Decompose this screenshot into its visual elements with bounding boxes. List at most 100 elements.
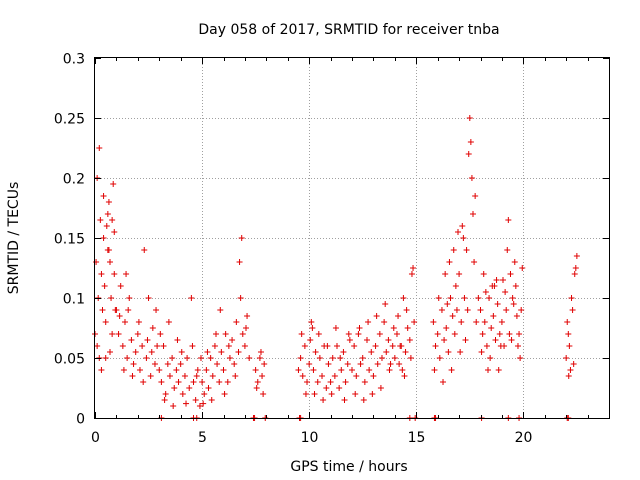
data-point bbox=[468, 175, 475, 181]
data-point bbox=[519, 265, 526, 271]
data-point bbox=[173, 367, 180, 373]
data-point bbox=[373, 313, 380, 319]
data-point bbox=[220, 367, 227, 373]
data-point bbox=[125, 307, 132, 313]
data-point bbox=[189, 343, 196, 349]
data-point bbox=[395, 313, 402, 319]
data-point bbox=[174, 337, 181, 343]
data-point bbox=[510, 301, 517, 307]
data-point bbox=[175, 379, 182, 385]
data-point bbox=[186, 385, 193, 391]
data-point bbox=[193, 373, 200, 379]
data-point bbox=[404, 325, 411, 331]
data-point bbox=[178, 349, 185, 355]
data-point bbox=[105, 199, 112, 205]
data-point bbox=[445, 349, 452, 355]
y-tick-label: 0 bbox=[76, 412, 85, 428]
data-point bbox=[457, 349, 464, 355]
data-point bbox=[96, 145, 103, 151]
data-point bbox=[115, 331, 122, 337]
data-point bbox=[314, 379, 321, 385]
data-point bbox=[361, 379, 368, 385]
data-point bbox=[570, 361, 577, 367]
data-point bbox=[179, 391, 186, 397]
data-point bbox=[508, 337, 515, 343]
data-point bbox=[301, 343, 308, 349]
data-point bbox=[144, 337, 151, 343]
data-point bbox=[386, 367, 393, 373]
data-point bbox=[478, 349, 485, 355]
data-point bbox=[130, 361, 137, 367]
data-point bbox=[239, 331, 246, 337]
data-point bbox=[116, 313, 123, 319]
data-point bbox=[360, 397, 367, 403]
data-point bbox=[572, 265, 579, 271]
y-tick-label: 0.05 bbox=[54, 352, 85, 368]
data-point bbox=[342, 379, 349, 385]
data-point bbox=[208, 397, 215, 403]
data-point bbox=[136, 367, 143, 373]
data-point bbox=[461, 295, 468, 301]
data-point bbox=[462, 337, 469, 343]
data-point bbox=[470, 211, 477, 217]
data-point bbox=[231, 361, 238, 367]
data-point bbox=[139, 343, 146, 349]
data-point bbox=[566, 343, 573, 349]
data-point bbox=[113, 307, 120, 313]
data-point bbox=[236, 259, 243, 265]
data-point bbox=[518, 307, 525, 313]
data-point bbox=[204, 349, 211, 355]
data-point bbox=[183, 400, 190, 407]
data-point bbox=[157, 331, 164, 337]
data-point bbox=[161, 397, 168, 403]
data-point bbox=[359, 355, 366, 361]
data-point bbox=[340, 349, 347, 355]
data-point bbox=[224, 379, 231, 385]
data-point bbox=[121, 319, 128, 325]
data-point bbox=[410, 265, 417, 271]
data-point bbox=[319, 373, 326, 379]
data-point bbox=[516, 331, 523, 337]
data-point bbox=[352, 391, 359, 397]
data-point bbox=[481, 319, 488, 325]
data-point bbox=[334, 343, 341, 349]
data-point bbox=[181, 373, 188, 379]
data-point bbox=[493, 277, 500, 283]
data-point bbox=[134, 331, 141, 337]
data-point bbox=[101, 283, 108, 289]
data-point bbox=[397, 343, 404, 349]
data-point bbox=[259, 373, 266, 379]
data-point bbox=[513, 313, 520, 319]
x-tick-label: 0 bbox=[91, 430, 100, 446]
data-point bbox=[463, 247, 470, 253]
data-point bbox=[154, 343, 161, 349]
data-point bbox=[356, 325, 363, 331]
data-point bbox=[486, 295, 493, 301]
data-point bbox=[177, 361, 184, 367]
data-point bbox=[199, 379, 206, 385]
data-point bbox=[376, 331, 383, 337]
data-point bbox=[569, 307, 576, 313]
data-point bbox=[225, 343, 232, 349]
data-point bbox=[378, 355, 385, 361]
data-point bbox=[298, 331, 305, 337]
data-point bbox=[160, 343, 167, 349]
data-point bbox=[171, 385, 178, 391]
data-point bbox=[390, 325, 397, 331]
data-point bbox=[169, 355, 176, 361]
data-point bbox=[411, 319, 418, 325]
data-point bbox=[382, 301, 389, 307]
data-point bbox=[151, 361, 158, 367]
data-point bbox=[337, 355, 344, 361]
data-point bbox=[238, 235, 245, 241]
tick-labels: 0 5 10 15 20 0 0.05 0.1 0.15 0.2 0.25 0.3 bbox=[54, 52, 533, 447]
y-tick-label: 0.2 bbox=[63, 172, 85, 188]
data-point bbox=[444, 301, 451, 307]
data-point bbox=[403, 307, 410, 313]
data-point bbox=[166, 373, 173, 379]
data-point bbox=[372, 343, 379, 349]
data-point bbox=[207, 355, 214, 361]
data-point bbox=[214, 361, 221, 367]
data-point bbox=[109, 331, 116, 337]
